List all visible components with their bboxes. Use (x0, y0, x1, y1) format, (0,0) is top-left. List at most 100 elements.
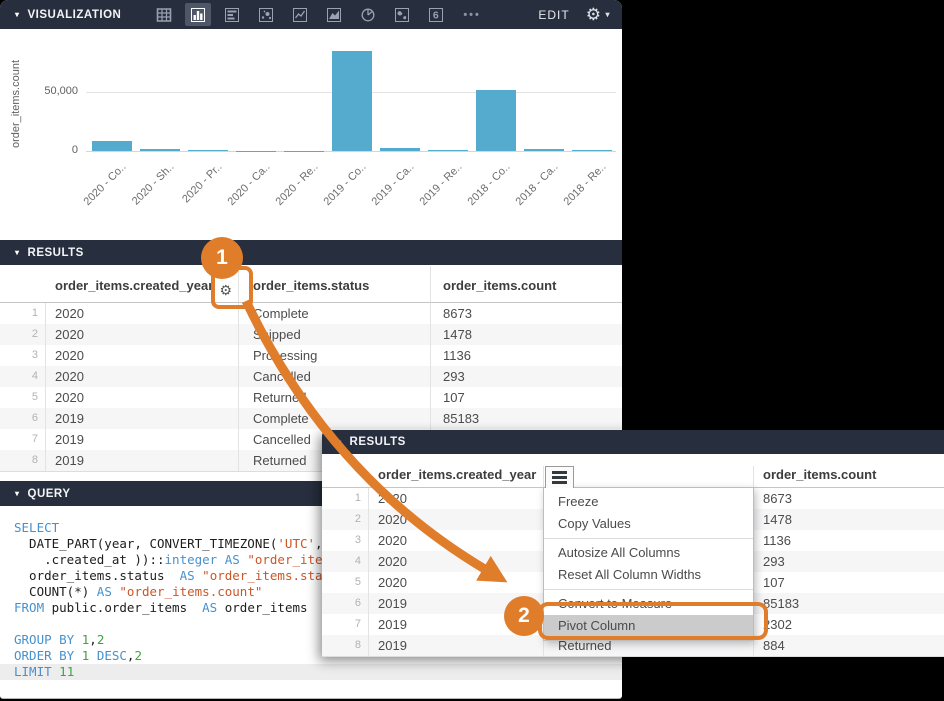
bar-chart-icon[interactable] (219, 3, 245, 26)
column-chart-icon[interactable] (185, 3, 212, 26)
cell-status: Complete (253, 306, 309, 321)
row-number: 7 (31, 433, 38, 445)
cell-created-year: 2020 (378, 554, 407, 569)
column-header-created-year[interactable]: order_items.created_year (55, 278, 214, 293)
row-number: 3 (354, 534, 361, 546)
column-divider (238, 324, 239, 345)
cell-count: 107 (763, 575, 785, 590)
table-icon[interactable] (151, 3, 177, 26)
chart-bar[interactable] (524, 149, 564, 151)
column-gear-icon[interactable]: ⚙ (219, 282, 232, 298)
cell-status: Returned (558, 638, 612, 653)
results-table-header: order_items.created_year order_items.sta… (0, 266, 622, 303)
table-row: 8 2019 Returned 884 (322, 635, 944, 657)
row-number: 6 (31, 412, 38, 424)
cell-created-year: 2020 (55, 327, 84, 342)
column-divider (238, 345, 239, 366)
viz-settings-caret-icon[interactable]: ▾ (605, 10, 610, 19)
column-header-status[interactable]: order_items.status (253, 278, 370, 293)
cell-count: 884 (763, 638, 785, 653)
menu-item-autosize-all-columns[interactable]: Autosize All Columns (558, 545, 681, 560)
sql-code-line: ORDER BY 1 DESC,2 (14, 648, 142, 663)
column-divider (430, 345, 431, 366)
overlay-results-panel-bar: ▾ RESULTS (322, 430, 944, 454)
column-divider (368, 488, 369, 509)
row-number: 5 (354, 576, 361, 588)
scatter-icon[interactable] (253, 3, 279, 26)
chart-bar[interactable] (332, 50, 372, 151)
column-divider (753, 635, 754, 656)
column-divider (368, 614, 369, 635)
viz-settings-gear-icon[interactable]: ⚙ (585, 4, 602, 24)
cell-count: 1478 (763, 512, 792, 527)
cell-created-year: 2019 (378, 596, 407, 611)
area-chart-icon[interactable] (321, 3, 347, 26)
query-panel-title: QUERY (27, 487, 71, 500)
cell-created-year: 2020 (378, 491, 407, 506)
column-divider (430, 324, 431, 345)
bar-chart: order_items.count 0 50,000 2020 - Co.. 2020… (0, 29, 622, 240)
collapse-caret-icon[interactable]: ▾ (15, 489, 20, 498)
chart-bar[interactable] (428, 150, 468, 151)
column-divider (368, 635, 369, 656)
column-divider (45, 366, 46, 387)
sql-code-line: COUNT(*) AS "order_items.count" (14, 584, 263, 599)
visualization-panel-bar: ▾ VISUALIZATION 6 ••• EDIT ⚙ ▾ (0, 0, 622, 29)
cell-count: 107 (443, 390, 465, 405)
chart-bar[interactable] (476, 89, 516, 151)
chart-bar[interactable] (92, 140, 132, 151)
cell-created-year: 2020 (55, 306, 84, 321)
x-tick-label: 2018 - Re.. (561, 161, 609, 208)
chart-bar[interactable] (188, 149, 228, 151)
menu-item-pivot-column[interactable]: Pivot Column (544, 615, 753, 637)
sql-code-line: FROM public.order_items AS order_items (14, 600, 308, 615)
menu-group: Freeze Copy Values (544, 488, 753, 538)
row-number: 5 (31, 391, 38, 403)
column-menu-button[interactable] (545, 466, 574, 488)
line-chart-icon[interactable] (287, 3, 313, 26)
more-viz-types-button[interactable]: ••• (463, 8, 481, 21)
collapse-caret-icon[interactable]: ▾ (15, 10, 20, 19)
column-header-count[interactable]: order_items.count (763, 467, 877, 482)
chart-bar[interactable] (380, 148, 420, 151)
column-header-count[interactable]: order_items.count (443, 278, 557, 293)
column-divider (368, 530, 369, 551)
pie-chart-icon[interactable] (355, 3, 381, 26)
table-row: 3 2020 Processing 1136 (0, 345, 622, 366)
cell-status: Complete (253, 411, 309, 426)
row-number: 2 (31, 328, 38, 340)
viz-bar-right: EDIT ⚙ ▾ (538, 5, 610, 25)
viz-icon-row: 6 (151, 3, 449, 26)
menu-group: Autosize All Columns Reset All Column Wid… (544, 538, 753, 589)
chart-bar[interactable] (572, 150, 612, 151)
table-row: 1 2020 Complete 8673 (0, 303, 622, 324)
single-value-icon[interactable]: 6 (423, 3, 449, 26)
cell-created-year: 2020 (378, 512, 407, 527)
cell-created-year: 2020 (55, 348, 84, 363)
cell-count: 1136 (763, 533, 791, 548)
y-tick-label: 0 (71, 144, 78, 156)
overlay-results-title: RESULTS (349, 436, 406, 448)
edit-button[interactable]: EDIT (538, 7, 570, 22)
cell-status: Shipped (253, 327, 301, 342)
collapse-caret-icon[interactable]: ▾ (337, 437, 342, 447)
cell-status: Cancelled (253, 369, 311, 384)
cell-count: 1478 (443, 327, 472, 342)
column-divider (368, 572, 369, 593)
column-divider (238, 366, 239, 387)
y-axis-title: order_items.count (10, 59, 22, 149)
collapse-caret-icon[interactable]: ▾ (15, 248, 20, 257)
results-panel-bar: ▾ RESULTS (0, 240, 622, 265)
column-divider (45, 387, 46, 408)
chart-bar[interactable] (140, 149, 180, 151)
map-icon[interactable] (389, 3, 415, 26)
results-panel-title: RESULTS (27, 246, 84, 259)
row-number: 1 (354, 492, 361, 504)
menu-item-copy-values[interactable]: Copy Values (558, 516, 631, 531)
column-context-menu: Freeze Copy Values Autosize All Columns Res… (543, 487, 754, 641)
menu-item-freeze[interactable]: Freeze (558, 494, 599, 509)
column-header-created-year[interactable]: order_items.created_year (378, 467, 537, 482)
column-divider (368, 509, 369, 530)
menu-item-reset-all-column-widths[interactable]: Reset All Column Widths (558, 567, 702, 582)
row-number: 1 (31, 307, 38, 319)
